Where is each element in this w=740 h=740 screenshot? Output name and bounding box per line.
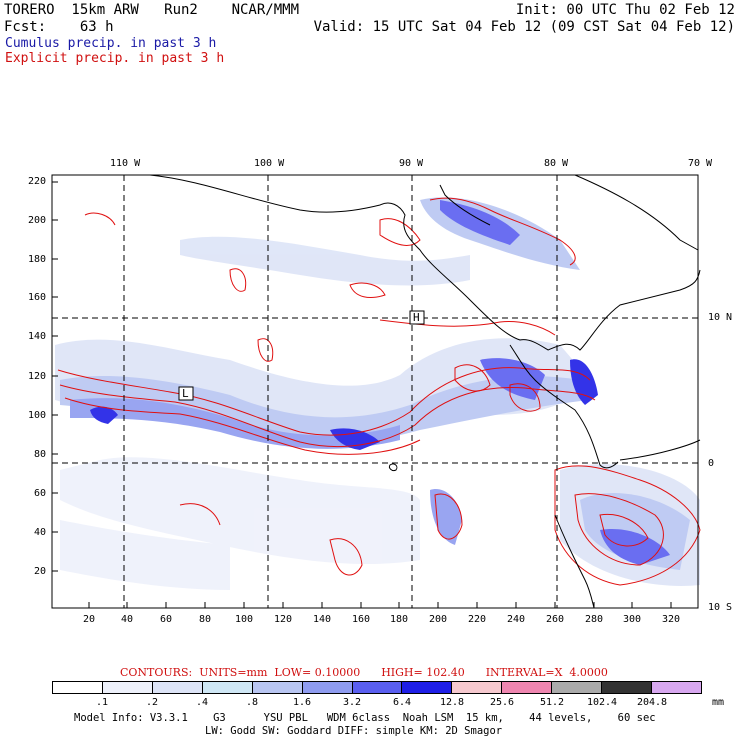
- colorbar-label: 12.8: [439, 697, 465, 708]
- lon-label: 90 W: [399, 158, 424, 169]
- colorbar-label: .1: [95, 697, 109, 708]
- x-tick: 20: [83, 614, 96, 625]
- colorbar-label: .2: [145, 697, 159, 708]
- y-tick: 40: [34, 527, 47, 538]
- colorbar-swatch: [651, 682, 701, 693]
- x-tick: 80: [199, 614, 212, 625]
- y-tick: 20: [34, 566, 47, 577]
- model-info: Model Info: V3.3.1 G3 YSU PBL WDM 6class…: [74, 712, 656, 724]
- colorbar-label: 204.8: [636, 697, 668, 708]
- colorbar-label: .8: [245, 697, 259, 708]
- colorbar-swatch: [401, 682, 452, 693]
- forecast-hour: Fcst: 63 h: [4, 19, 114, 35]
- colorbar-swatch: [501, 682, 552, 693]
- x-tick: 220: [468, 614, 487, 625]
- lon-label: 110 W: [110, 158, 141, 169]
- low-pressure-marker: [178, 386, 194, 401]
- lat-label: 10 S: [708, 602, 733, 613]
- colorbar-label: 25.6: [489, 697, 515, 708]
- colorbar-swatch: [53, 682, 102, 693]
- y-tick: 120: [28, 371, 47, 382]
- y-tick: 180: [28, 254, 47, 265]
- lat-label: 10 N: [708, 312, 733, 323]
- low-marker-label: L: [182, 387, 189, 400]
- colorbar-swatch: [601, 682, 652, 693]
- colorbar-swatch: [351, 682, 402, 693]
- coastlines: [149, 174, 701, 609]
- y-tick: 220: [28, 176, 47, 187]
- colorbar-swatch: [151, 682, 202, 693]
- x-tick: 60: [160, 614, 173, 625]
- contour-info: CONTOURS: UNITS=mm LOW= 0.10000 HIGH= 10…: [120, 666, 608, 679]
- lon-label: 80 W: [544, 158, 569, 169]
- colorbar-swatch: [451, 682, 502, 693]
- title-line-1: TORERO 15km ARW Run2 NCAR/MMM: [4, 2, 300, 18]
- x-tick: 300: [623, 614, 642, 625]
- colorbar-label: 102.4: [586, 697, 618, 708]
- colorbar-label: 1.6: [292, 697, 312, 708]
- colorbar-units: mm: [712, 697, 725, 708]
- colorbar-label: .4: [195, 697, 209, 708]
- x-tick: 180: [390, 614, 409, 625]
- lon-label: 70 W: [688, 158, 713, 169]
- legend-explicit: Explicit precip. in past 3 h: [5, 51, 225, 66]
- colorbar-label: 6.4: [392, 697, 412, 708]
- lon-label: 100 W: [254, 158, 285, 169]
- y-tick: 140: [28, 331, 47, 342]
- y-tick: 100: [28, 410, 47, 421]
- x-tick: 200: [429, 614, 448, 625]
- colorbar-swatch: [101, 682, 152, 693]
- x-tick: 140: [313, 614, 332, 625]
- y-tick: 60: [34, 488, 47, 499]
- colorbar-swatch: [551, 682, 602, 693]
- x-tick: 120: [274, 614, 293, 625]
- init-time: Init: 00 UTC Thu 02 Feb 12: [515, 2, 735, 18]
- x-tick: 160: [352, 614, 371, 625]
- colorbar-swatch: [301, 682, 352, 693]
- y-tick: 200: [28, 215, 47, 226]
- x-tick: 40: [121, 614, 134, 625]
- x-tick: 240: [507, 614, 526, 625]
- colorbar-label: 3.2: [342, 697, 362, 708]
- axis-ticks: [52, 181, 672, 608]
- x-tick: 260: [546, 614, 565, 625]
- high-marker-label: H: [413, 311, 420, 324]
- x-tick: 280: [585, 614, 604, 625]
- colorbar-swatch: [201, 682, 252, 693]
- x-tick: 320: [662, 614, 681, 625]
- colorbar-label: 51.2: [539, 697, 565, 708]
- latlon-grid: [52, 175, 698, 608]
- y-tick: 80: [34, 449, 47, 460]
- cumulus-precip-shading: [55, 197, 700, 590]
- y-tick: 160: [28, 292, 47, 303]
- legend-cumulus: Cumulus precip. in past 3 h: [5, 36, 217, 51]
- explicit-precip-contours: [57, 197, 701, 586]
- valid-time: Valid: 15 UTC Sat 04 Feb 12 (09 CST Sat …: [313, 19, 735, 35]
- high-pressure-marker: [409, 310, 425, 325]
- colorbar: [52, 681, 702, 694]
- physics-info: LW: Godd SW: Goddard DIFF: simple KM: 2D…: [205, 725, 503, 737]
- colorbar-swatch: [251, 682, 302, 693]
- plot-frame: [51, 174, 699, 609]
- x-tick: 100: [235, 614, 254, 625]
- lat-label: 0: [708, 458, 715, 469]
